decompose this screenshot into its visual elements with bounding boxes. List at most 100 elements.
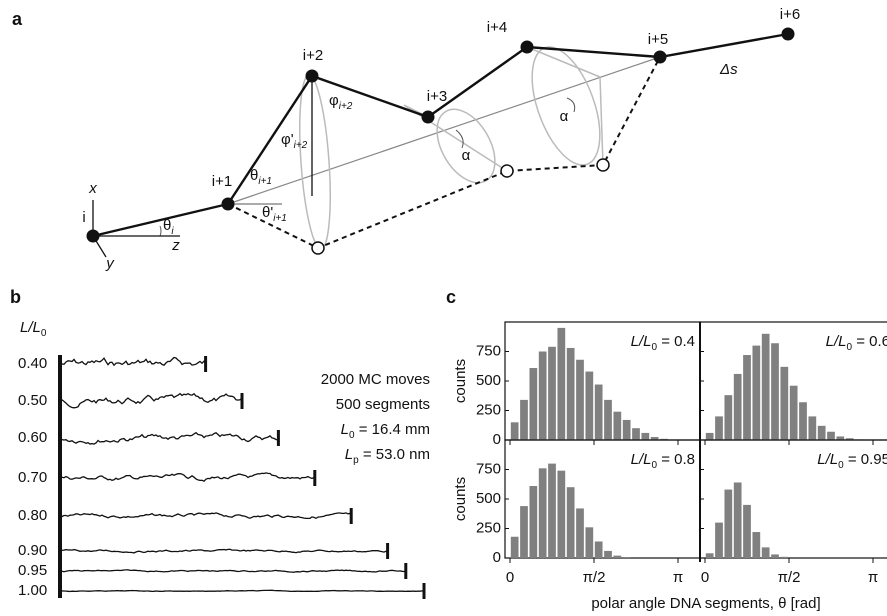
axis-name: z <box>171 237 180 254</box>
angle-label: α <box>462 147 471 164</box>
trace <box>59 589 425 593</box>
x-axis-label: polar angle DNA segments, θ [rad] <box>591 595 820 612</box>
y-axis-label: counts <box>452 477 469 521</box>
bar <box>724 489 733 558</box>
row-label: 0.80 <box>18 507 47 524</box>
y-tick-label: 500 <box>476 490 501 507</box>
bar <box>520 506 528 558</box>
projected-chain <box>227 56 661 250</box>
bar <box>548 463 556 558</box>
x-tick-label: π/2 <box>778 569 801 586</box>
bar <box>641 432 650 440</box>
bar <box>510 536 519 558</box>
y-axis-label: counts <box>452 359 469 403</box>
trace <box>59 569 406 573</box>
trace <box>59 392 243 409</box>
text-part: φ <box>329 92 339 109</box>
bar <box>780 556 789 558</box>
node-label: i+1 <box>212 173 232 190</box>
text-part: θ' <box>262 204 273 221</box>
bar <box>817 425 826 440</box>
text-part: = 0.8 <box>657 451 695 468</box>
bar <box>622 419 631 440</box>
bar <box>576 508 584 558</box>
node <box>86 229 100 243</box>
text-part: L <box>341 421 349 438</box>
bar <box>743 355 751 440</box>
bar <box>752 532 761 558</box>
projected-node <box>596 158 610 172</box>
text-part: 0 <box>651 460 657 471</box>
bar <box>836 436 845 440</box>
note: Lp = 53.0 nm <box>345 446 430 466</box>
bar <box>780 366 789 440</box>
bar <box>538 351 547 440</box>
bar <box>733 482 742 558</box>
bar <box>705 553 714 558</box>
text-part: i <box>171 226 174 237</box>
x-tick-label: 0 <box>701 569 709 586</box>
node-label: i+3 <box>427 88 447 105</box>
y-tick-label: 250 <box>476 401 501 418</box>
row-label: 0.70 <box>18 469 47 486</box>
bar <box>650 437 659 440</box>
node <box>781 27 795 41</box>
cone <box>436 108 496 184</box>
bar <box>845 438 854 440</box>
bar <box>585 371 594 440</box>
note: 500 segments <box>336 396 430 413</box>
node-label: i <box>82 209 85 226</box>
text-part: θ <box>250 167 258 184</box>
bar <box>529 368 538 440</box>
bar <box>576 359 584 440</box>
annotation: L/L0 = 0.8 <box>631 451 695 471</box>
trace <box>59 512 352 520</box>
text-part: 0 <box>349 430 355 441</box>
trace <box>59 472 316 482</box>
projected-node <box>311 241 325 255</box>
row-label: 0.50 <box>18 392 47 409</box>
note: L0 = 16.4 mm <box>341 421 430 441</box>
panel-a-geometry <box>92 32 789 258</box>
text-part: L/L <box>631 333 652 350</box>
row-label: 0.90 <box>18 542 47 559</box>
angle-label: θi <box>163 217 174 237</box>
bar <box>733 373 742 440</box>
y-tick-label: 0 <box>493 431 501 448</box>
text-part: = 0.6 <box>852 333 887 350</box>
text-part: 0 <box>41 328 47 339</box>
cone-edge <box>526 46 604 166</box>
angle-label: φi+2 <box>329 92 353 112</box>
axis-label: L/L0 <box>20 319 47 339</box>
bar <box>566 347 575 440</box>
bar <box>566 487 575 558</box>
angle-label: θ'i+1 <box>262 204 287 224</box>
panel-label: a <box>12 9 23 29</box>
y-tick-label: 500 <box>476 372 501 389</box>
text-part: i+1 <box>258 176 272 187</box>
bar <box>604 550 612 558</box>
bar <box>520 399 528 440</box>
bar <box>594 384 603 440</box>
angle-label: φ'i+2 <box>281 131 308 151</box>
panel-label: b <box>10 287 21 307</box>
text-part: i+2 <box>294 140 308 151</box>
node <box>305 69 319 83</box>
text-part: 0 <box>651 342 657 353</box>
text-part: 0 <box>838 460 844 471</box>
text-part: = 16.4 mm <box>355 421 430 438</box>
y-tick-label: 250 <box>476 519 501 536</box>
trace <box>59 548 388 554</box>
text-part: = 53.0 nm <box>359 446 430 463</box>
segment-length: Δs <box>719 61 738 78</box>
bar <box>594 541 603 558</box>
text-part: L <box>345 446 353 463</box>
text-part: 0 <box>846 342 852 353</box>
text-part: L/L <box>20 319 41 336</box>
bar <box>724 395 733 440</box>
angle-arc <box>159 97 576 237</box>
axis-name: x <box>88 180 97 197</box>
bar <box>510 422 519 440</box>
bar <box>557 470 566 558</box>
text-part: i+2 <box>339 101 353 112</box>
